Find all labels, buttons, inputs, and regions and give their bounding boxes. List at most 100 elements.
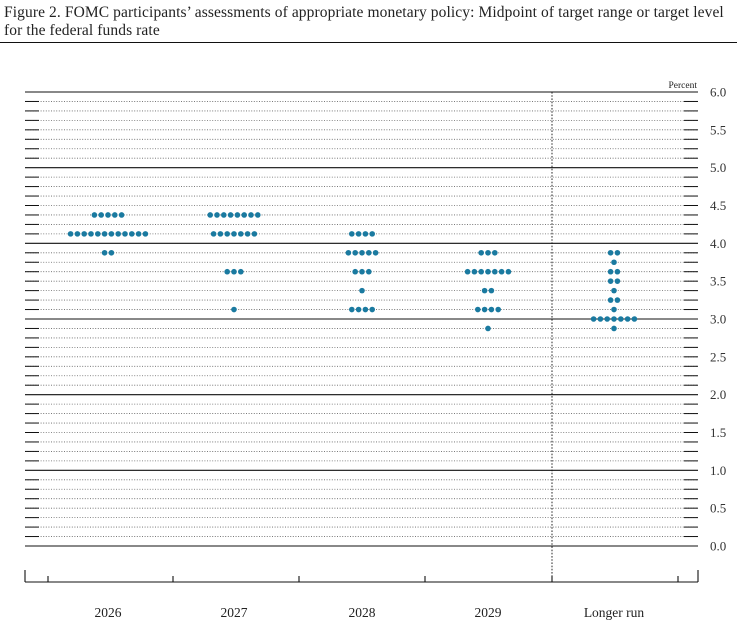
participant-dot <box>248 212 254 218</box>
participant-dot <box>614 249 621 256</box>
participant-dot <box>115 231 121 237</box>
participant-dot <box>349 306 355 313</box>
participant-dot <box>224 268 230 275</box>
participant-dot <box>611 306 617 313</box>
y-tick-label: 3.5 <box>710 274 726 289</box>
participant-dot <box>221 212 227 218</box>
participant-dot <box>122 231 128 237</box>
participant-dot <box>359 249 365 256</box>
figure-title: Figure 2. FOMC participants’ assessments… <box>4 4 724 39</box>
participant-dot <box>105 212 111 218</box>
participant-dot <box>611 325 617 332</box>
participant-dot <box>495 306 502 313</box>
participant-dot <box>624 316 631 322</box>
x-category-label: 2027 <box>221 605 248 620</box>
y-tick-label: 6.0 <box>710 85 726 100</box>
participant-dot <box>118 212 125 218</box>
participant-dot <box>135 231 142 237</box>
participant-dot <box>217 231 224 237</box>
participant-dot <box>369 306 376 313</box>
participant-dot <box>224 231 230 237</box>
y-tick-label: 0.0 <box>710 539 726 554</box>
x-category-label: Longer run <box>584 605 645 620</box>
participant-dot <box>359 268 365 275</box>
participant-dot <box>478 249 485 256</box>
title-rule <box>0 42 737 43</box>
participant-dot <box>614 278 621 284</box>
participant-dot <box>108 231 115 237</box>
participant-dot <box>227 212 234 218</box>
participant-dot <box>67 231 74 237</box>
participant-dot <box>372 249 379 256</box>
y-tick-label: 4.5 <box>710 198 726 213</box>
participant-dot <box>101 249 108 256</box>
participant-dot <box>481 306 488 313</box>
participant-dot <box>366 249 372 256</box>
participant-dot <box>478 268 485 275</box>
participant-dot <box>355 231 362 237</box>
participant-dot <box>362 231 369 237</box>
participant-dot <box>142 231 149 237</box>
participant-dot <box>369 231 376 237</box>
participant-dot <box>488 306 495 313</box>
participant-dot <box>101 231 108 237</box>
y-tick-label: 1.0 <box>710 463 726 478</box>
participant-dot <box>352 249 359 256</box>
participant-dot <box>611 287 617 294</box>
participant-dot <box>231 268 237 275</box>
participant-dot <box>481 287 488 294</box>
participant-dot <box>492 268 498 275</box>
participant-dot <box>238 268 244 275</box>
participant-dot <box>91 212 98 218</box>
participant-dot <box>488 287 495 294</box>
participant-dot <box>210 231 217 237</box>
y-tick-label: 2.5 <box>710 349 726 364</box>
participant-dot <box>129 231 135 237</box>
y-tick-label: 0.5 <box>710 501 726 516</box>
y-tick-label: 4.0 <box>710 236 726 251</box>
participant-dot <box>492 249 498 256</box>
y-tick-label: 3.0 <box>710 312 726 327</box>
participant-dot <box>251 231 258 237</box>
participant-dot <box>359 287 365 294</box>
participant-dot <box>349 231 355 237</box>
participant-dot <box>231 306 237 313</box>
y-tick-label: 1.5 <box>710 425 726 440</box>
x-category-label: 2029 <box>475 605 502 620</box>
participant-dot <box>485 268 491 275</box>
participant-dot <box>475 306 481 313</box>
participant-dot <box>604 316 610 322</box>
participant-dot <box>214 212 220 218</box>
participant-dot <box>234 212 241 218</box>
participant-dot <box>362 306 369 313</box>
participant-dot <box>611 316 617 322</box>
participant-dot <box>597 316 604 322</box>
participant-dot <box>366 268 372 275</box>
x-category-label: 2026 <box>95 605 122 620</box>
participant-dot <box>238 231 244 237</box>
participant-dot <box>244 231 251 237</box>
participant-dot <box>498 268 505 275</box>
participant-dot <box>108 249 115 256</box>
y-tick-label: 5.5 <box>710 122 726 137</box>
participant-dot <box>352 268 359 275</box>
participant-dot <box>631 316 638 322</box>
y-tick-label: 5.0 <box>710 160 726 175</box>
participant-dot <box>241 212 247 218</box>
unit-label: Percent <box>669 81 698 91</box>
participant-dot <box>614 297 621 303</box>
participant-dot <box>485 249 491 256</box>
participant-dot <box>505 268 512 275</box>
participant-dot <box>112 212 118 218</box>
participant-dot <box>607 297 614 303</box>
participant-dot <box>231 231 237 237</box>
participant-dot <box>88 231 94 237</box>
participant-dot <box>590 316 597 322</box>
y-tick-label: 2.0 <box>710 387 726 402</box>
participant-dot <box>618 316 624 322</box>
participant-dot <box>614 268 621 275</box>
participant-dot <box>611 259 617 266</box>
participant-dot <box>95 231 101 237</box>
participant-dot <box>254 212 261 218</box>
